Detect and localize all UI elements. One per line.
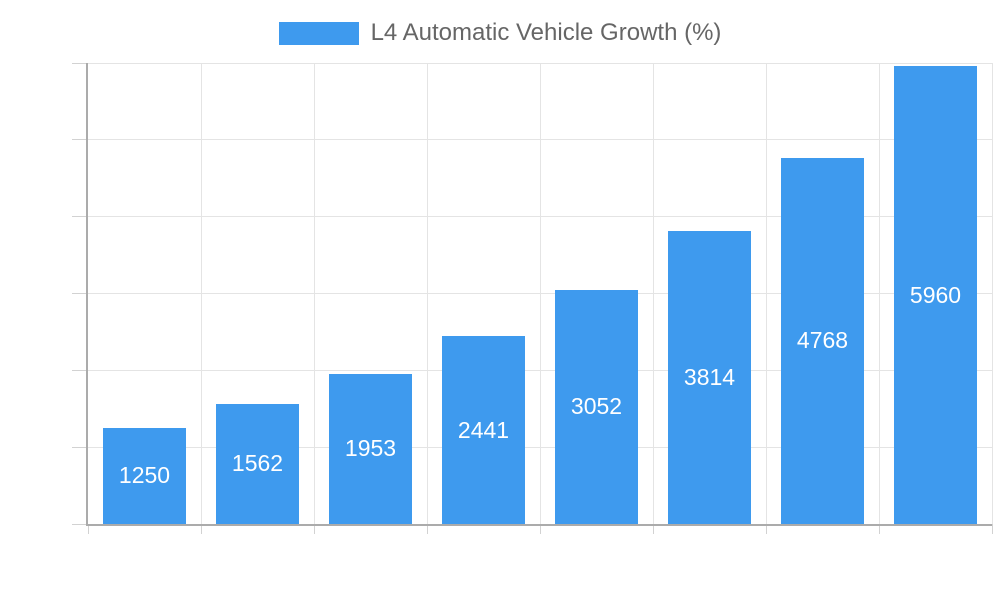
y-axis-tick	[72, 446, 88, 448]
bar: 5960	[894, 66, 977, 524]
gridline-vertical	[878, 63, 880, 524]
bar-value-label: 3814	[683, 363, 736, 390]
gridline-vertical	[991, 63, 993, 524]
y-axis-tick	[72, 216, 88, 218]
y-axis-line	[86, 63, 88, 526]
bar-value-label: 1953	[344, 435, 397, 462]
bar: 2441	[442, 336, 525, 524]
gridline-vertical	[539, 63, 541, 524]
x-axis-tick	[765, 524, 767, 534]
gridline-vertical	[200, 63, 202, 524]
legend-swatch	[278, 21, 359, 45]
x-axis-tick	[652, 524, 654, 534]
bar: 3052	[555, 289, 638, 524]
x-axis-tick	[878, 524, 880, 534]
bar: 1953	[329, 373, 412, 524]
y-axis-tick	[72, 62, 88, 64]
bar: 3814	[668, 230, 751, 524]
bar-value-label: 5960	[909, 281, 962, 308]
y-axis-tick	[72, 293, 88, 294]
gridline-vertical	[652, 63, 654, 524]
chart-legend[interactable]: L4 Automatic Vehicle Growth (%)	[0, 19, 1000, 46]
x-axis-tick	[991, 524, 993, 534]
y-axis-tick	[72, 369, 88, 371]
x-axis-tick	[539, 524, 541, 534]
y-axis-tick	[72, 523, 88, 525]
bar-value-label: 3052	[570, 393, 623, 420]
bar-value-label: 2441	[457, 416, 510, 443]
x-axis-tick	[313, 524, 315, 534]
gridline-vertical	[426, 63, 428, 524]
gridline-vertical	[765, 63, 767, 524]
x-axis-tick	[426, 524, 428, 534]
x-axis-line	[86, 524, 992, 526]
bar: 1250	[103, 427, 186, 524]
bar: 4768	[781, 157, 864, 524]
gridline-vertical	[313, 63, 315, 524]
bar: 1562	[216, 403, 299, 524]
x-axis-tick	[200, 524, 202, 534]
y-axis-tick	[72, 139, 88, 141]
bar-value-label: 4768	[796, 327, 849, 354]
legend-label: L4 Automatic Vehicle Growth (%)	[370, 19, 722, 46]
bar-value-label: 1250	[118, 462, 171, 489]
x-axis-tick	[87, 524, 89, 534]
bar-value-label: 1562	[231, 450, 284, 477]
